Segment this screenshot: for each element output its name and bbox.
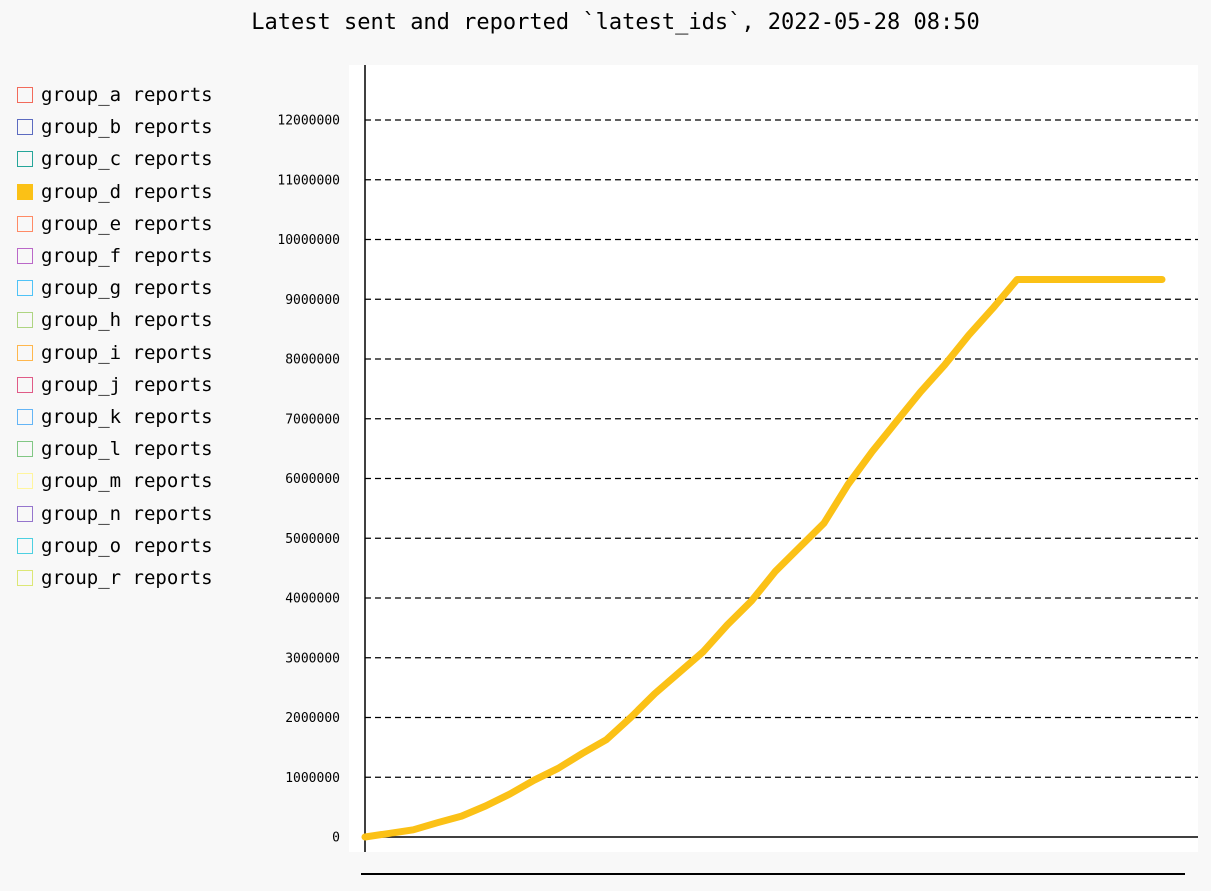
- legend-item-group-e[interactable]: group_e reports: [17, 208, 213, 240]
- legend-item-group-j[interactable]: group_j reports: [17, 369, 213, 401]
- y-tick-label: 5000000: [285, 532, 340, 547]
- series-line-group-d: [361, 276, 1166, 841]
- y-tick-label: 7000000: [285, 412, 340, 427]
- legend-swatch: [17, 441, 33, 458]
- legend-item-group-c[interactable]: group_c reports: [17, 143, 213, 175]
- legend-label: group_j reports: [41, 373, 213, 396]
- legend-item-group-b[interactable]: group_b reports: [17, 111, 213, 143]
- legend-swatch: [17, 215, 33, 232]
- legend-swatch: [17, 280, 33, 297]
- legend-label: group_k reports: [41, 405, 213, 428]
- legend-label: group_a reports: [41, 84, 213, 107]
- y-tick-label: 11000000: [277, 173, 340, 188]
- legend-item-group-o[interactable]: group_o reports: [17, 530, 213, 562]
- y-tick-label: 3000000: [285, 651, 340, 666]
- legend-swatch: [17, 408, 33, 425]
- legend-swatch: [17, 473, 33, 490]
- legend-swatch: [17, 537, 33, 554]
- legend-label: group_f reports: [41, 245, 213, 268]
- legend-item-group-a[interactable]: group_a reports: [17, 79, 213, 111]
- plot-background: [349, 65, 1198, 852]
- legend-swatch: [17, 344, 33, 361]
- legend-label: group_g reports: [41, 277, 213, 300]
- y-tick-label: 8000000: [285, 353, 340, 368]
- y-tick-label: 4000000: [285, 592, 340, 607]
- legend-label: group_e reports: [41, 212, 213, 235]
- legend-swatch: [17, 505, 33, 522]
- legend-label: group_b reports: [41, 116, 213, 139]
- legend-item-group-i[interactable]: group_i reports: [17, 337, 213, 369]
- y-tick-label: 12000000: [277, 114, 340, 129]
- legend-item-group-g[interactable]: group_g reports: [17, 272, 213, 304]
- legend-label: group_c reports: [41, 148, 213, 171]
- legend-swatch: [17, 248, 33, 265]
- y-tick-label: 9000000: [285, 293, 340, 308]
- legend-item-group-k[interactable]: group_k reports: [17, 401, 213, 433]
- legend-item-group-n[interactable]: group_n reports: [17, 497, 213, 529]
- y-tick-label: 1000000: [285, 771, 340, 786]
- legend: group_a reports group_b reports group_c re…: [17, 79, 213, 594]
- legend-item-group-r[interactable]: group_r reports: [17, 562, 213, 594]
- y-tick-label: 6000000: [285, 472, 340, 487]
- legend-item-group-m[interactable]: group_m reports: [17, 465, 213, 497]
- legend-item-group-d[interactable]: group_d reports: [17, 176, 213, 208]
- legend-swatch: [17, 376, 33, 393]
- legend-label: group_h reports: [41, 309, 213, 332]
- legend-swatch: [17, 183, 33, 200]
- legend-item-group-f[interactable]: group_f reports: [17, 240, 213, 272]
- legend-label: group_d reports: [41, 180, 213, 203]
- y-tick-label: 10000000: [277, 233, 340, 248]
- legend-label: group_m reports: [41, 470, 213, 493]
- legend-label: group_o reports: [41, 534, 213, 557]
- chart-title: Latest sent and reported `latest_ids`, 2…: [251, 10, 980, 35]
- legend-label: group_i reports: [41, 341, 213, 364]
- legend-swatch: [17, 569, 33, 586]
- y-tick-label: 0: [332, 831, 340, 846]
- legend-label: group_n reports: [41, 502, 213, 525]
- legend-swatch: [17, 119, 33, 136]
- legend-label: group_l reports: [41, 438, 213, 461]
- legend-label: group_r reports: [41, 566, 213, 589]
- legend-swatch: [17, 312, 33, 329]
- legend-swatch: [17, 87, 33, 104]
- y-tick-label: 2000000: [285, 711, 340, 726]
- legend-item-group-h[interactable]: group_h reports: [17, 304, 213, 336]
- legend-swatch: [17, 151, 33, 168]
- legend-item-group-l[interactable]: group_l reports: [17, 433, 213, 465]
